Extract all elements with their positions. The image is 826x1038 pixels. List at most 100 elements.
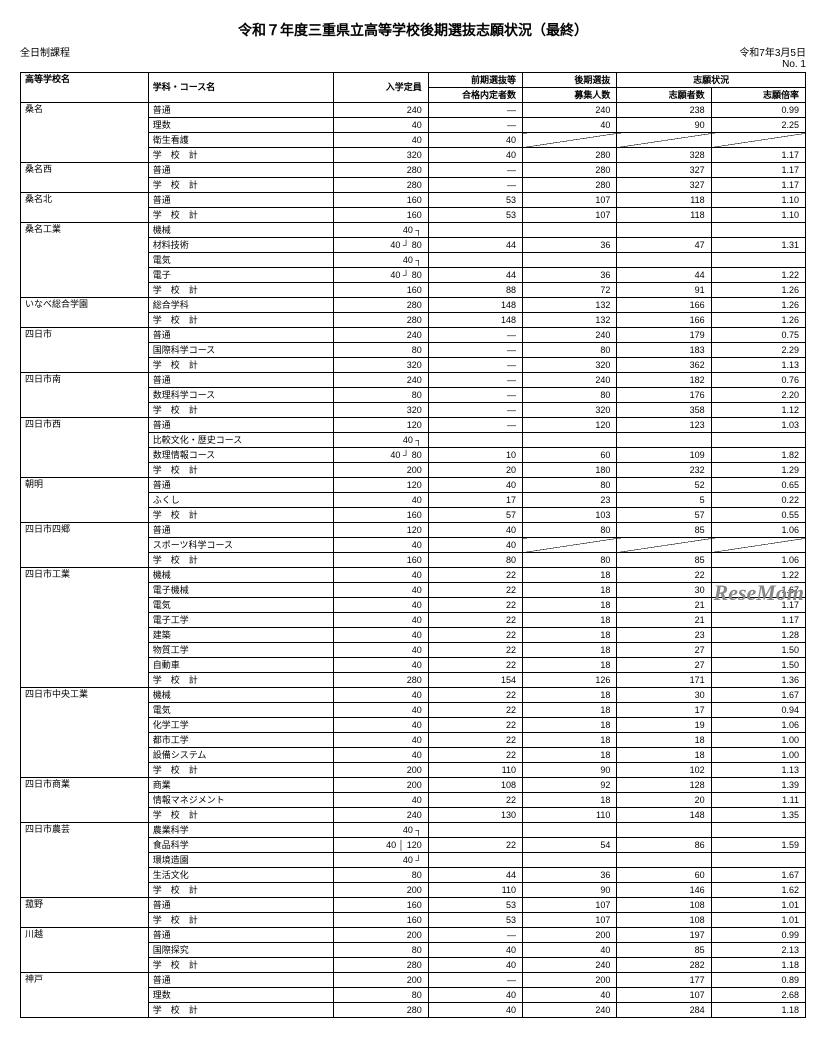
applicants-cell: 108 <box>617 898 711 913</box>
capacity-cell: 80 <box>334 388 428 403</box>
ratio-cell: 1.39 <box>711 778 805 793</box>
ratio-cell <box>711 823 805 838</box>
ratio-cell: 1.01 <box>711 913 805 928</box>
ratio-cell: 1.35 <box>711 808 805 823</box>
ratio-cell: 1.82 <box>711 448 805 463</box>
dept-cell: 普通 <box>148 418 334 433</box>
recruit-cell: 200 <box>523 973 617 988</box>
dept-cell: 生活文化 <box>148 868 334 883</box>
applicants-cell <box>617 223 711 238</box>
early-cell: — <box>428 328 522 343</box>
early-cell: 88 <box>428 283 522 298</box>
capacity-cell: 320 <box>334 148 428 163</box>
early-cell: 22 <box>428 598 522 613</box>
ratio-cell <box>711 538 805 553</box>
data-row: 朝明普通1204080520.65 <box>21 478 806 493</box>
capacity-cell: 40 <box>334 643 428 658</box>
early-cell <box>428 223 522 238</box>
data-row: 四日市工業機械402218221.22 <box>21 568 806 583</box>
early-cell: — <box>428 403 522 418</box>
page-title: 令和７年度三重県立高等学校後期選抜志願状況（最終） <box>20 20 806 40</box>
applicants-cell: 183 <box>617 343 711 358</box>
applicants-cell: 57 <box>617 508 711 523</box>
applicants-cell: 22 <box>617 568 711 583</box>
applicants-cell: 328 <box>617 148 711 163</box>
data-row: 四日市四郷普通1204080851.06 <box>21 523 806 538</box>
early-cell: — <box>428 103 522 118</box>
early-cell: — <box>428 973 522 988</box>
applicants-cell: 90 <box>617 118 711 133</box>
early-cell: — <box>428 928 522 943</box>
applicants-cell: 27 <box>617 658 711 673</box>
data-table: 高等学校名 学科・コース名 入学定員 前期選抜等 後期選抜 志願状況 合格内定者… <box>20 72 806 1018</box>
applicants-cell <box>617 133 711 148</box>
early-cell: 10 <box>428 448 522 463</box>
capacity-cell: 40 │ 120 <box>334 838 428 853</box>
school-cell: 菰野 <box>21 898 149 928</box>
recruit-cell: 80 <box>523 523 617 538</box>
ratio-cell: 1.62 <box>711 883 805 898</box>
capacity-cell: 280 <box>334 313 428 328</box>
recruit-cell <box>523 433 617 448</box>
dept-cell: 情報マネジメント <box>148 793 334 808</box>
recruit-cell: 18 <box>523 628 617 643</box>
ratio-cell: 0.89 <box>711 973 805 988</box>
applicants-cell <box>617 538 711 553</box>
applicants-cell: 284 <box>617 1003 711 1018</box>
data-row: 四日市普通240—2401790.75 <box>21 328 806 343</box>
dept-cell: 国際探究 <box>148 943 334 958</box>
ratio-cell: 2.68 <box>711 988 805 1003</box>
th-early: 前期選抜等 <box>428 73 522 88</box>
recruit-cell: 18 <box>523 733 617 748</box>
applicants-cell: 85 <box>617 523 711 538</box>
applicants-cell: 146 <box>617 883 711 898</box>
recruit-cell: 320 <box>523 358 617 373</box>
recruit-cell: 23 <box>523 493 617 508</box>
data-row: 桑名普通240—2402380.99 <box>21 103 806 118</box>
recruit-cell: 320 <box>523 403 617 418</box>
applicants-cell: 232 <box>617 463 711 478</box>
ratio-cell: 1.03 <box>711 418 805 433</box>
applicants-cell: 21 <box>617 613 711 628</box>
early-cell: 53 <box>428 208 522 223</box>
recruit-cell: 240 <box>523 373 617 388</box>
early-cell <box>428 433 522 448</box>
capacity-cell: 40 ┐ <box>334 823 428 838</box>
applicants-cell: 30 <box>617 688 711 703</box>
data-row: 四日市農芸農業科学40 ┐ <box>21 823 806 838</box>
school-cell: 桑名工業 <box>21 223 149 298</box>
capacity-cell: 40 ┘ <box>334 853 428 868</box>
early-cell <box>428 253 522 268</box>
capacity-cell: 40 ┐ <box>334 223 428 238</box>
school-cell: 四日市中央工業 <box>21 688 149 778</box>
dept-cell: 商業 <box>148 778 334 793</box>
recruit-cell: 36 <box>523 868 617 883</box>
capacity-cell: 280 <box>334 298 428 313</box>
applicants-cell: 176 <box>617 388 711 403</box>
capacity-cell: 200 <box>334 883 428 898</box>
recruit-cell: 80 <box>523 343 617 358</box>
early-cell: — <box>428 373 522 388</box>
dept-cell: 設備システム <box>148 748 334 763</box>
recruit-cell: 280 <box>523 163 617 178</box>
capacity-cell: 320 <box>334 403 428 418</box>
early-cell: 40 <box>428 148 522 163</box>
ratio-cell: 1.67 <box>711 688 805 703</box>
ratio-cell <box>711 433 805 448</box>
capacity-cell: 40 <box>334 598 428 613</box>
capacity-cell: 320 <box>334 358 428 373</box>
dept-cell: 学 校 計 <box>148 358 334 373</box>
early-cell: 110 <box>428 883 522 898</box>
capacity-cell: 40 <box>334 493 428 508</box>
capacity-cell: 160 <box>334 898 428 913</box>
ratio-cell: 1.13 <box>711 358 805 373</box>
ratio-cell <box>711 223 805 238</box>
capacity-cell: 80 <box>334 868 428 883</box>
applicants-cell: 27 <box>617 643 711 658</box>
ratio-cell <box>711 253 805 268</box>
dept-cell: 電気 <box>148 253 334 268</box>
capacity-cell: 40 <box>334 793 428 808</box>
watermark: ReseMom <box>714 580 804 606</box>
recruit-cell: 107 <box>523 193 617 208</box>
ratio-cell: 0.99 <box>711 928 805 943</box>
